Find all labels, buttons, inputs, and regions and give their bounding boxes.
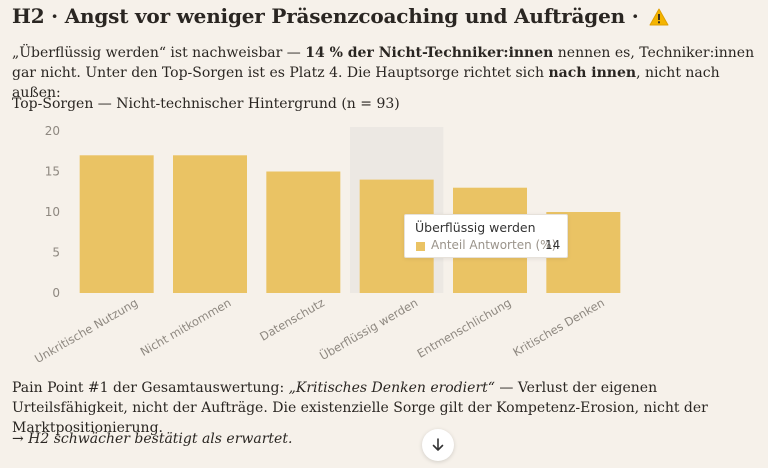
conclusion-text: → H2 schwächer bestätigt als erwartet. xyxy=(12,431,293,447)
heading-text: H2 · Angst vor weniger Präsenzcoaching u… xyxy=(12,4,639,28)
y-tick-label: 0 xyxy=(52,286,60,300)
warning-icon xyxy=(649,8,669,26)
scroll-down-button[interactable] xyxy=(422,429,454,461)
bar xyxy=(173,155,247,293)
chart-tooltip: Überflüssig werden Anteil Antworten (%) … xyxy=(404,214,568,258)
intro-text-1: „Überflüssig werden“ ist nachweisbar — xyxy=(12,45,306,61)
y-tick-label: 5 xyxy=(52,246,60,260)
x-tick-label: Entmenschlichung xyxy=(415,295,514,360)
pain-point-paragraph: Pain Point #1 der Gesamtauswertung: „Kri… xyxy=(12,378,760,438)
y-tick-label: 10 xyxy=(45,205,60,219)
x-tick-label: Unkritische Nutzung xyxy=(32,295,140,365)
bar xyxy=(79,155,154,293)
pain-quote: „Kritisches Denken erodiert“ xyxy=(288,380,495,396)
x-tick-label: Kritisches Denken xyxy=(510,295,606,359)
intro-text-2: nennen es, Techniker:innen gar nicht. Un… xyxy=(12,45,755,81)
chart-title: Top-Sorgen — Nicht-technischer Hintergru… xyxy=(12,96,400,112)
intro-text-3: , nicht nach außen: xyxy=(12,65,720,101)
bar xyxy=(266,171,341,293)
tooltip-swatch xyxy=(416,242,425,251)
x-tick-label: Datenschutz xyxy=(257,295,327,343)
x-tick-label: Nicht mitkommen xyxy=(138,295,234,358)
x-tick-label: Überflüssig werden xyxy=(316,294,420,363)
pain-text-1: Pain Point #1 der Gesamtauswertung: xyxy=(12,380,289,396)
tooltip-value: 14 xyxy=(545,238,561,252)
section-heading: H2 · Angst vor weniger Präsenzcoaching u… xyxy=(12,4,669,28)
pain-text-2: — Verlust der eigenen Urteilsfähigkeit, … xyxy=(12,380,708,436)
arrow-down-icon xyxy=(432,438,444,451)
intro-highlight-1: 14 % der Nicht-Techniker:innen xyxy=(305,45,554,61)
tooltip-series-name: Anteil Antworten (%) xyxy=(431,238,557,252)
y-tick-label: 15 xyxy=(45,165,60,179)
intro-highlight-2: nach innen xyxy=(548,65,637,81)
tooltip-title: Überflüssig werden xyxy=(415,220,536,235)
y-tick-label: 20 xyxy=(45,124,60,138)
intro-paragraph: „Überflüssig werden“ ist nachweisbar — 1… xyxy=(12,43,760,103)
